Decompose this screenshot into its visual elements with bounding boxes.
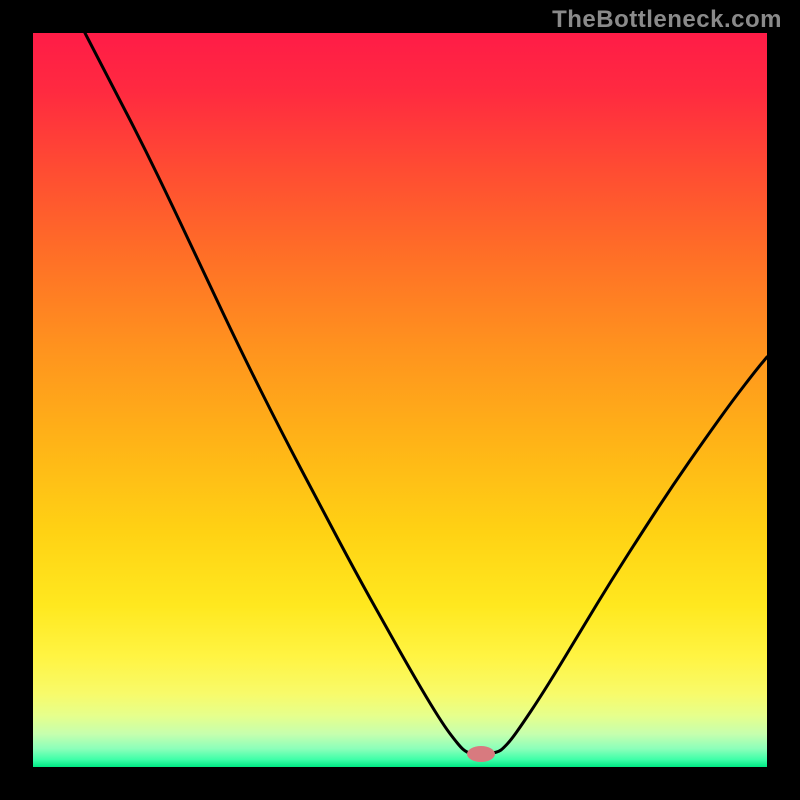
plot-svg (33, 33, 767, 767)
valley-marker (467, 746, 495, 762)
watermark-text: TheBottleneck.com (552, 6, 782, 34)
plot-area (33, 33, 767, 767)
chart-frame: TheBottleneck.com (0, 0, 800, 800)
